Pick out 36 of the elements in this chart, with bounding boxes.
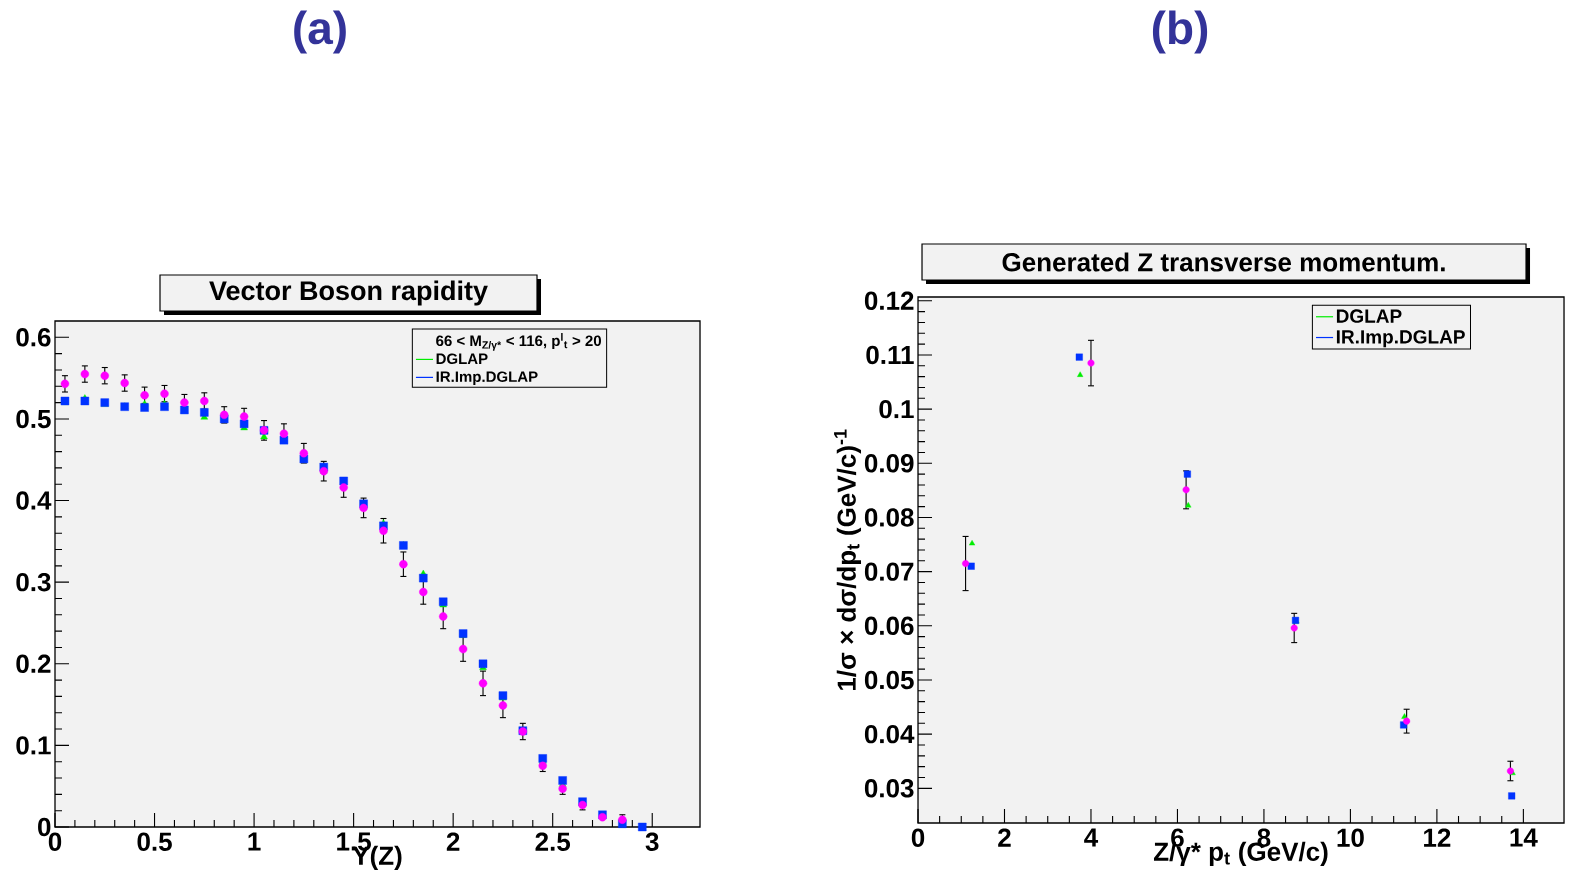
legend-title: 66 < M$_{Z/γ*}$ < 116, p$^{l}$$_{t}$ > 20	[436, 333, 601, 351]
legend-label: IR.Imp.DGLAP	[1336, 330, 1465, 348]
x-tick-label: 0.5	[137, 832, 172, 851]
x-tick-label: 4	[1084, 828, 1099, 847]
y-tick-label: 0.2	[16, 654, 51, 673]
y-tick-label: 0.6	[16, 328, 51, 347]
y-tick-label: 0.03	[864, 779, 914, 798]
chart-title: Generated Z transverse momentum.	[1002, 252, 1445, 272]
y-axis-title: 1/σ × dσ/dp$_{t}$ (GeV/c)$^{-1}$	[834, 429, 862, 690]
x-tick-label: 2.5	[535, 832, 571, 851]
y-tick-label: 0.09	[864, 454, 914, 473]
y-tick-label: 0.3	[16, 572, 51, 592]
x-tick-label: 2	[998, 828, 1011, 847]
y-tick-label: 0.5	[16, 409, 51, 429]
y-tick-label: 0.08	[864, 508, 914, 527]
legend-label: DGLAP	[436, 353, 488, 365]
chart-title: Vector Boson rapidity	[209, 280, 488, 306]
y-tick-label: 0.4	[16, 491, 52, 510]
x-tick-label: 10	[1337, 828, 1364, 847]
x-tick-label: 1	[248, 832, 261, 851]
y-tick-label: 0.04	[864, 724, 915, 744]
y-tick-label: 0.05	[864, 670, 914, 690]
x-tick-label: 12	[1424, 828, 1451, 847]
legend-label: DGLAP	[1336, 309, 1402, 323]
y-tick-label: 0.06	[864, 616, 914, 636]
y-tick-label: 0.11	[866, 345, 914, 365]
text: (a)	[294, 10, 346, 54]
x-tick-label: 3	[645, 832, 659, 851]
text: (b)	[1152, 10, 1208, 54]
legend-label: IR.Imp.DGLAP	[436, 371, 538, 385]
x-tick-label: 2	[446, 832, 460, 851]
y-tick-label: 0.12	[864, 291, 914, 310]
y-tick-label: 0.07	[864, 562, 914, 581]
y-tick-label: 0.1	[16, 736, 51, 755]
y-tick-label: 0.1	[879, 399, 914, 419]
x-tick-label: 14	[1510, 828, 1538, 847]
